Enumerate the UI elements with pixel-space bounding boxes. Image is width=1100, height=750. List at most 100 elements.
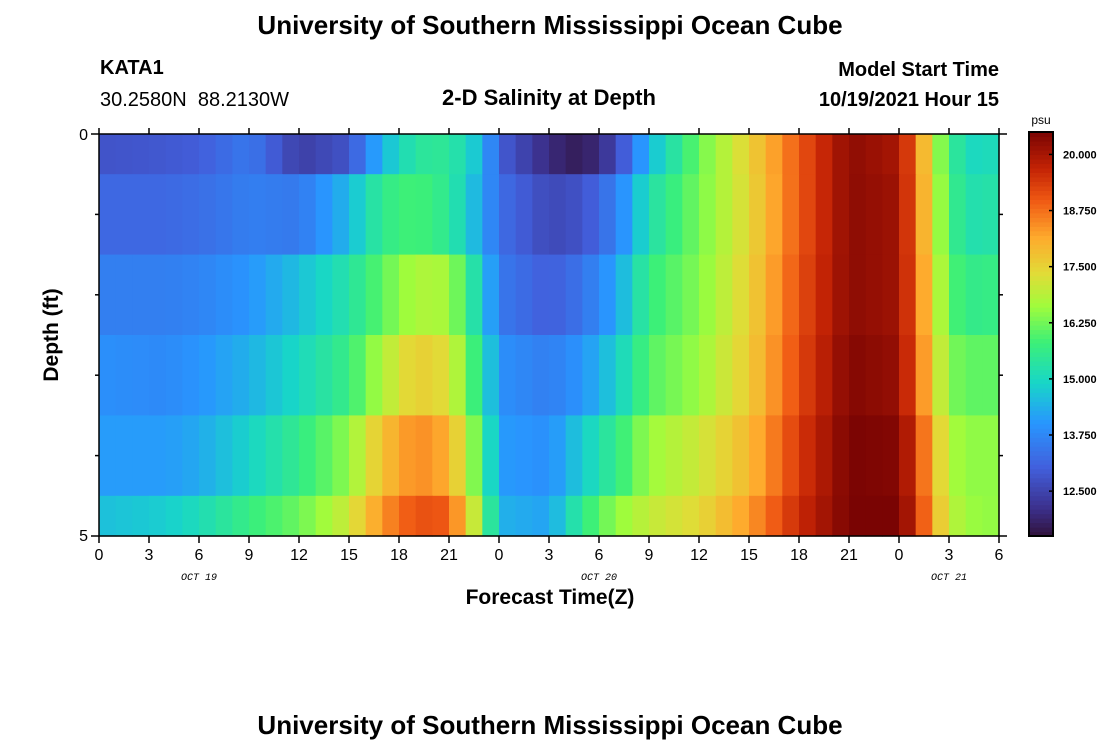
heatmap-cell <box>282 254 300 336</box>
colorbar-segment <box>1029 401 1053 407</box>
heatmap-cell <box>949 254 967 336</box>
heatmap-cell <box>649 415 667 497</box>
heatmap-cell <box>765 174 783 256</box>
colorbar-tick-label: 18.750 <box>1063 206 1097 218</box>
heatmap-cell <box>132 254 150 336</box>
heatmap-cell <box>465 254 483 336</box>
heatmap-cell <box>532 415 550 497</box>
heatmap-cell <box>949 495 967 537</box>
heatmap-cell <box>932 254 950 336</box>
heatmap-cell <box>232 254 250 336</box>
x-tick-label: 9 <box>645 547 654 564</box>
heatmap-cell <box>899 415 917 497</box>
colorbar-segment <box>1029 450 1053 456</box>
heatmap-cell <box>165 495 183 537</box>
colorbar-segment <box>1029 477 1053 483</box>
colorbar-segment <box>1029 464 1053 470</box>
heatmap-cell <box>615 495 633 537</box>
heatmap-cell <box>249 335 267 416</box>
heatmap-cell <box>315 134 333 175</box>
heatmap-cell <box>565 495 583 537</box>
heatmap-cell <box>182 174 200 256</box>
heatmap-cell <box>965 415 983 497</box>
colorbar-tick-label: 12.500 <box>1063 486 1097 498</box>
heatmap-cell <box>715 495 733 537</box>
heatmap-cell <box>782 335 800 416</box>
heatmap-cell <box>949 134 967 175</box>
heatmap-cell <box>932 134 950 175</box>
heatmap-cell <box>382 254 400 336</box>
heatmap-cell <box>365 254 383 336</box>
heatmap-cell <box>599 495 617 537</box>
colorbar-segment <box>1029 266 1053 272</box>
heatmap-cell <box>899 335 917 416</box>
heatmap-cell <box>382 495 400 537</box>
heatmap-cell <box>249 174 267 256</box>
heatmap-cell <box>465 134 483 175</box>
heatmap-cell <box>799 335 817 416</box>
heatmap-cell <box>932 174 950 256</box>
colorbar-segment <box>1029 482 1053 488</box>
colorbar-segment <box>1029 531 1053 537</box>
colorbar-segment <box>1029 419 1053 425</box>
heatmap-cell <box>549 335 567 416</box>
colorbar-segment <box>1029 199 1053 205</box>
colorbar-segment <box>1029 325 1053 331</box>
heatmap-cell <box>415 415 433 497</box>
station-name: KATA1 <box>100 57 164 79</box>
x-tick-label: 3 <box>945 547 954 564</box>
heatmap-cell <box>949 335 967 416</box>
heatmap-cell <box>599 335 617 416</box>
colorbar-segment <box>1029 203 1053 209</box>
colorbar-segment <box>1029 446 1053 452</box>
x-tick-label: 9 <box>245 547 254 564</box>
heatmap-cell <box>482 495 500 537</box>
heatmap-cell <box>432 415 450 497</box>
heatmap-cell <box>282 495 300 537</box>
heatmap-cell <box>399 134 417 175</box>
heatmap-cell <box>215 254 233 336</box>
heatmap-cell <box>915 254 933 336</box>
heatmap-cell <box>399 415 417 497</box>
heatmap-cell <box>965 254 983 336</box>
model-start-time: 10/19/2021 Hour 15 <box>819 89 999 111</box>
colorbar-segment <box>1029 302 1053 308</box>
heatmap-cell <box>365 174 383 256</box>
heatmap-cell <box>299 254 317 336</box>
colorbar-segment <box>1029 262 1053 268</box>
heatmap-cell <box>682 335 700 416</box>
heatmap-cell <box>132 134 150 175</box>
heatmap-cell <box>682 495 700 537</box>
heatmap-cell <box>299 495 317 537</box>
heatmap-cell <box>199 254 217 336</box>
heatmap-cell <box>599 415 617 497</box>
heatmap-cell <box>332 415 350 497</box>
x-tick-labels: 0 3 6 9 12 15 18 21 0 3 6 9 12 15 18 21 0 3 6 <box>95 547 1004 564</box>
heatmap-cell <box>715 174 733 256</box>
heatmap-cell <box>199 415 217 497</box>
heatmap-cell <box>115 415 133 497</box>
x-tick-label: 6 <box>995 547 1004 564</box>
heatmap-cell <box>965 495 983 537</box>
colorbar-segment <box>1029 194 1053 200</box>
heatmap-cell <box>849 495 867 537</box>
heatmap-cell <box>582 415 600 497</box>
heatmap-cell <box>582 254 600 336</box>
heatmap-cell <box>299 134 317 175</box>
heatmap-cell <box>882 415 900 497</box>
heatmap-cell <box>782 495 800 537</box>
heatmap-cell <box>132 495 150 537</box>
heatmap-cell <box>782 415 800 497</box>
heatmap-cell <box>315 254 333 336</box>
x-tick-label: 3 <box>545 547 554 564</box>
heatmap-cell <box>849 335 867 416</box>
heatmap-cell <box>299 415 317 497</box>
heatmap-cell <box>965 335 983 416</box>
colorbar-segment <box>1029 320 1053 326</box>
colorbar-segment <box>1029 527 1053 533</box>
heatmap-cell <box>499 415 517 497</box>
heatmap-cell <box>649 174 667 256</box>
heatmap-cell <box>632 495 650 537</box>
heatmap-cell <box>699 174 717 256</box>
